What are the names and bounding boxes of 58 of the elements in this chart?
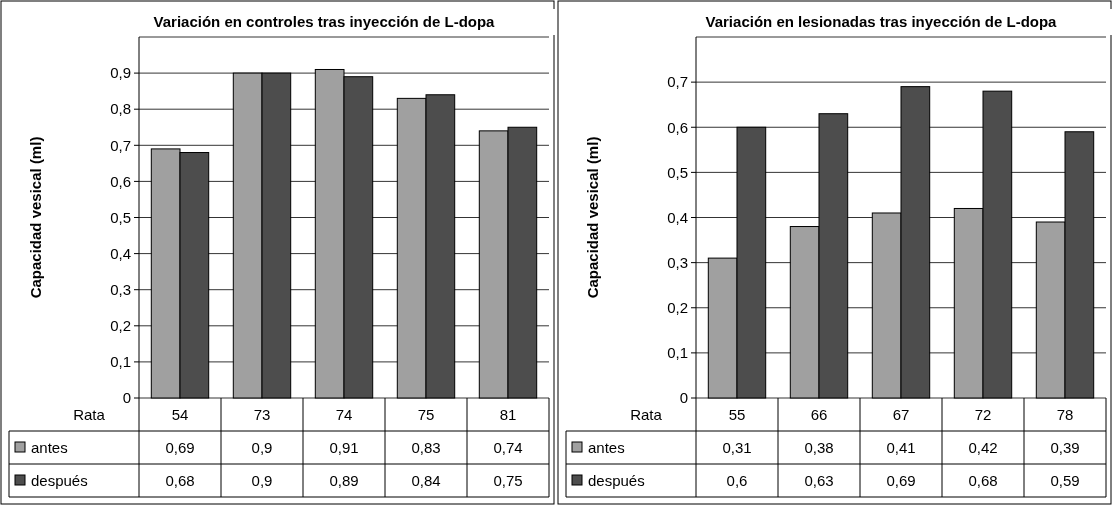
data-label: 0,42 (968, 439, 998, 456)
y-tick-label: 0,7 (110, 136, 131, 154)
data-label: 0,63 (804, 472, 834, 489)
y-tick-label: 0,7 (667, 73, 688, 91)
y-tick-label: 0,9 (110, 64, 131, 82)
data-label: 0,9 (251, 472, 273, 489)
data-label: 0,59 (1050, 472, 1080, 489)
data-label: 0,31 (722, 439, 752, 456)
y-tick-label: 0,3 (110, 280, 131, 298)
y-tick-label: 0,3 (667, 253, 688, 271)
data-label: 0,89 (329, 472, 359, 489)
x-tick-label: 74 (335, 406, 353, 423)
data-label: 0,69 (886, 472, 916, 489)
y-tick-label: 0 (679, 389, 688, 407)
y-tick-label: 0,4 (667, 208, 688, 226)
data-label: 0,83 (411, 439, 441, 456)
y-tick-label: 0,1 (667, 344, 688, 362)
y-tick-label: 0,5 (110, 208, 131, 226)
x-tick-label: 54 (171, 406, 189, 423)
x-tick-label: 81 (499, 406, 517, 423)
data-label: 0,68 (165, 472, 195, 489)
data-label: 0,41 (886, 439, 916, 456)
x-tick-label: 78 (1056, 406, 1074, 423)
y-axis-title: Capacidad vesical (ml) (584, 136, 601, 299)
chart-title: Variación en lesionadas tras inyección de L-dopa (705, 13, 1058, 30)
x-tick-label: 73 (253, 406, 271, 423)
data-label: 0,39 (1050, 439, 1080, 456)
y-tick-label: 0,4 (110, 244, 131, 262)
data-label: 0,75 (493, 472, 523, 489)
x-tick-label: 67 (892, 406, 910, 423)
data-label: 0,69 (165, 439, 195, 456)
y-tick-label: 0,2 (667, 299, 688, 316)
data-label: 0,68 (968, 472, 998, 489)
data-label: 0,84 (411, 472, 441, 489)
legend-label: antes (31, 439, 68, 456)
legend-label: después (31, 472, 88, 489)
y-tick-label: 0,2 (110, 317, 131, 335)
x-tick-label: 55 (728, 406, 746, 423)
y-axis-title: Capacidad vesical (ml) (27, 136, 44, 299)
y-tick-label: 0,6 (110, 172, 131, 190)
data-label: 0,91 (329, 439, 359, 456)
x-tick-label: 72 (974, 406, 992, 423)
data-label: 0,38 (804, 439, 834, 456)
x-tick-label: 66 (810, 406, 828, 423)
chart-title: Variación en controles tras inyección de L-dopa (153, 13, 496, 30)
x-axis-title: Rata (73, 406, 106, 423)
legend-label: antes (588, 439, 625, 456)
x-axis-title: Rata (630, 406, 663, 423)
y-tick-label: 0,8 (110, 100, 131, 118)
data-label: 0,74 (493, 439, 523, 456)
legend-label: después (588, 472, 645, 489)
y-tick-label: 0,1 (110, 353, 131, 371)
y-tick-label: 0,5 (667, 163, 688, 181)
y-tick-label: 0 (122, 389, 131, 407)
data-label: 0,6 (726, 472, 748, 489)
data-label: 0,9 (251, 439, 273, 456)
y-tick-label: 0,6 (667, 118, 688, 136)
x-tick-label: 75 (417, 406, 435, 423)
